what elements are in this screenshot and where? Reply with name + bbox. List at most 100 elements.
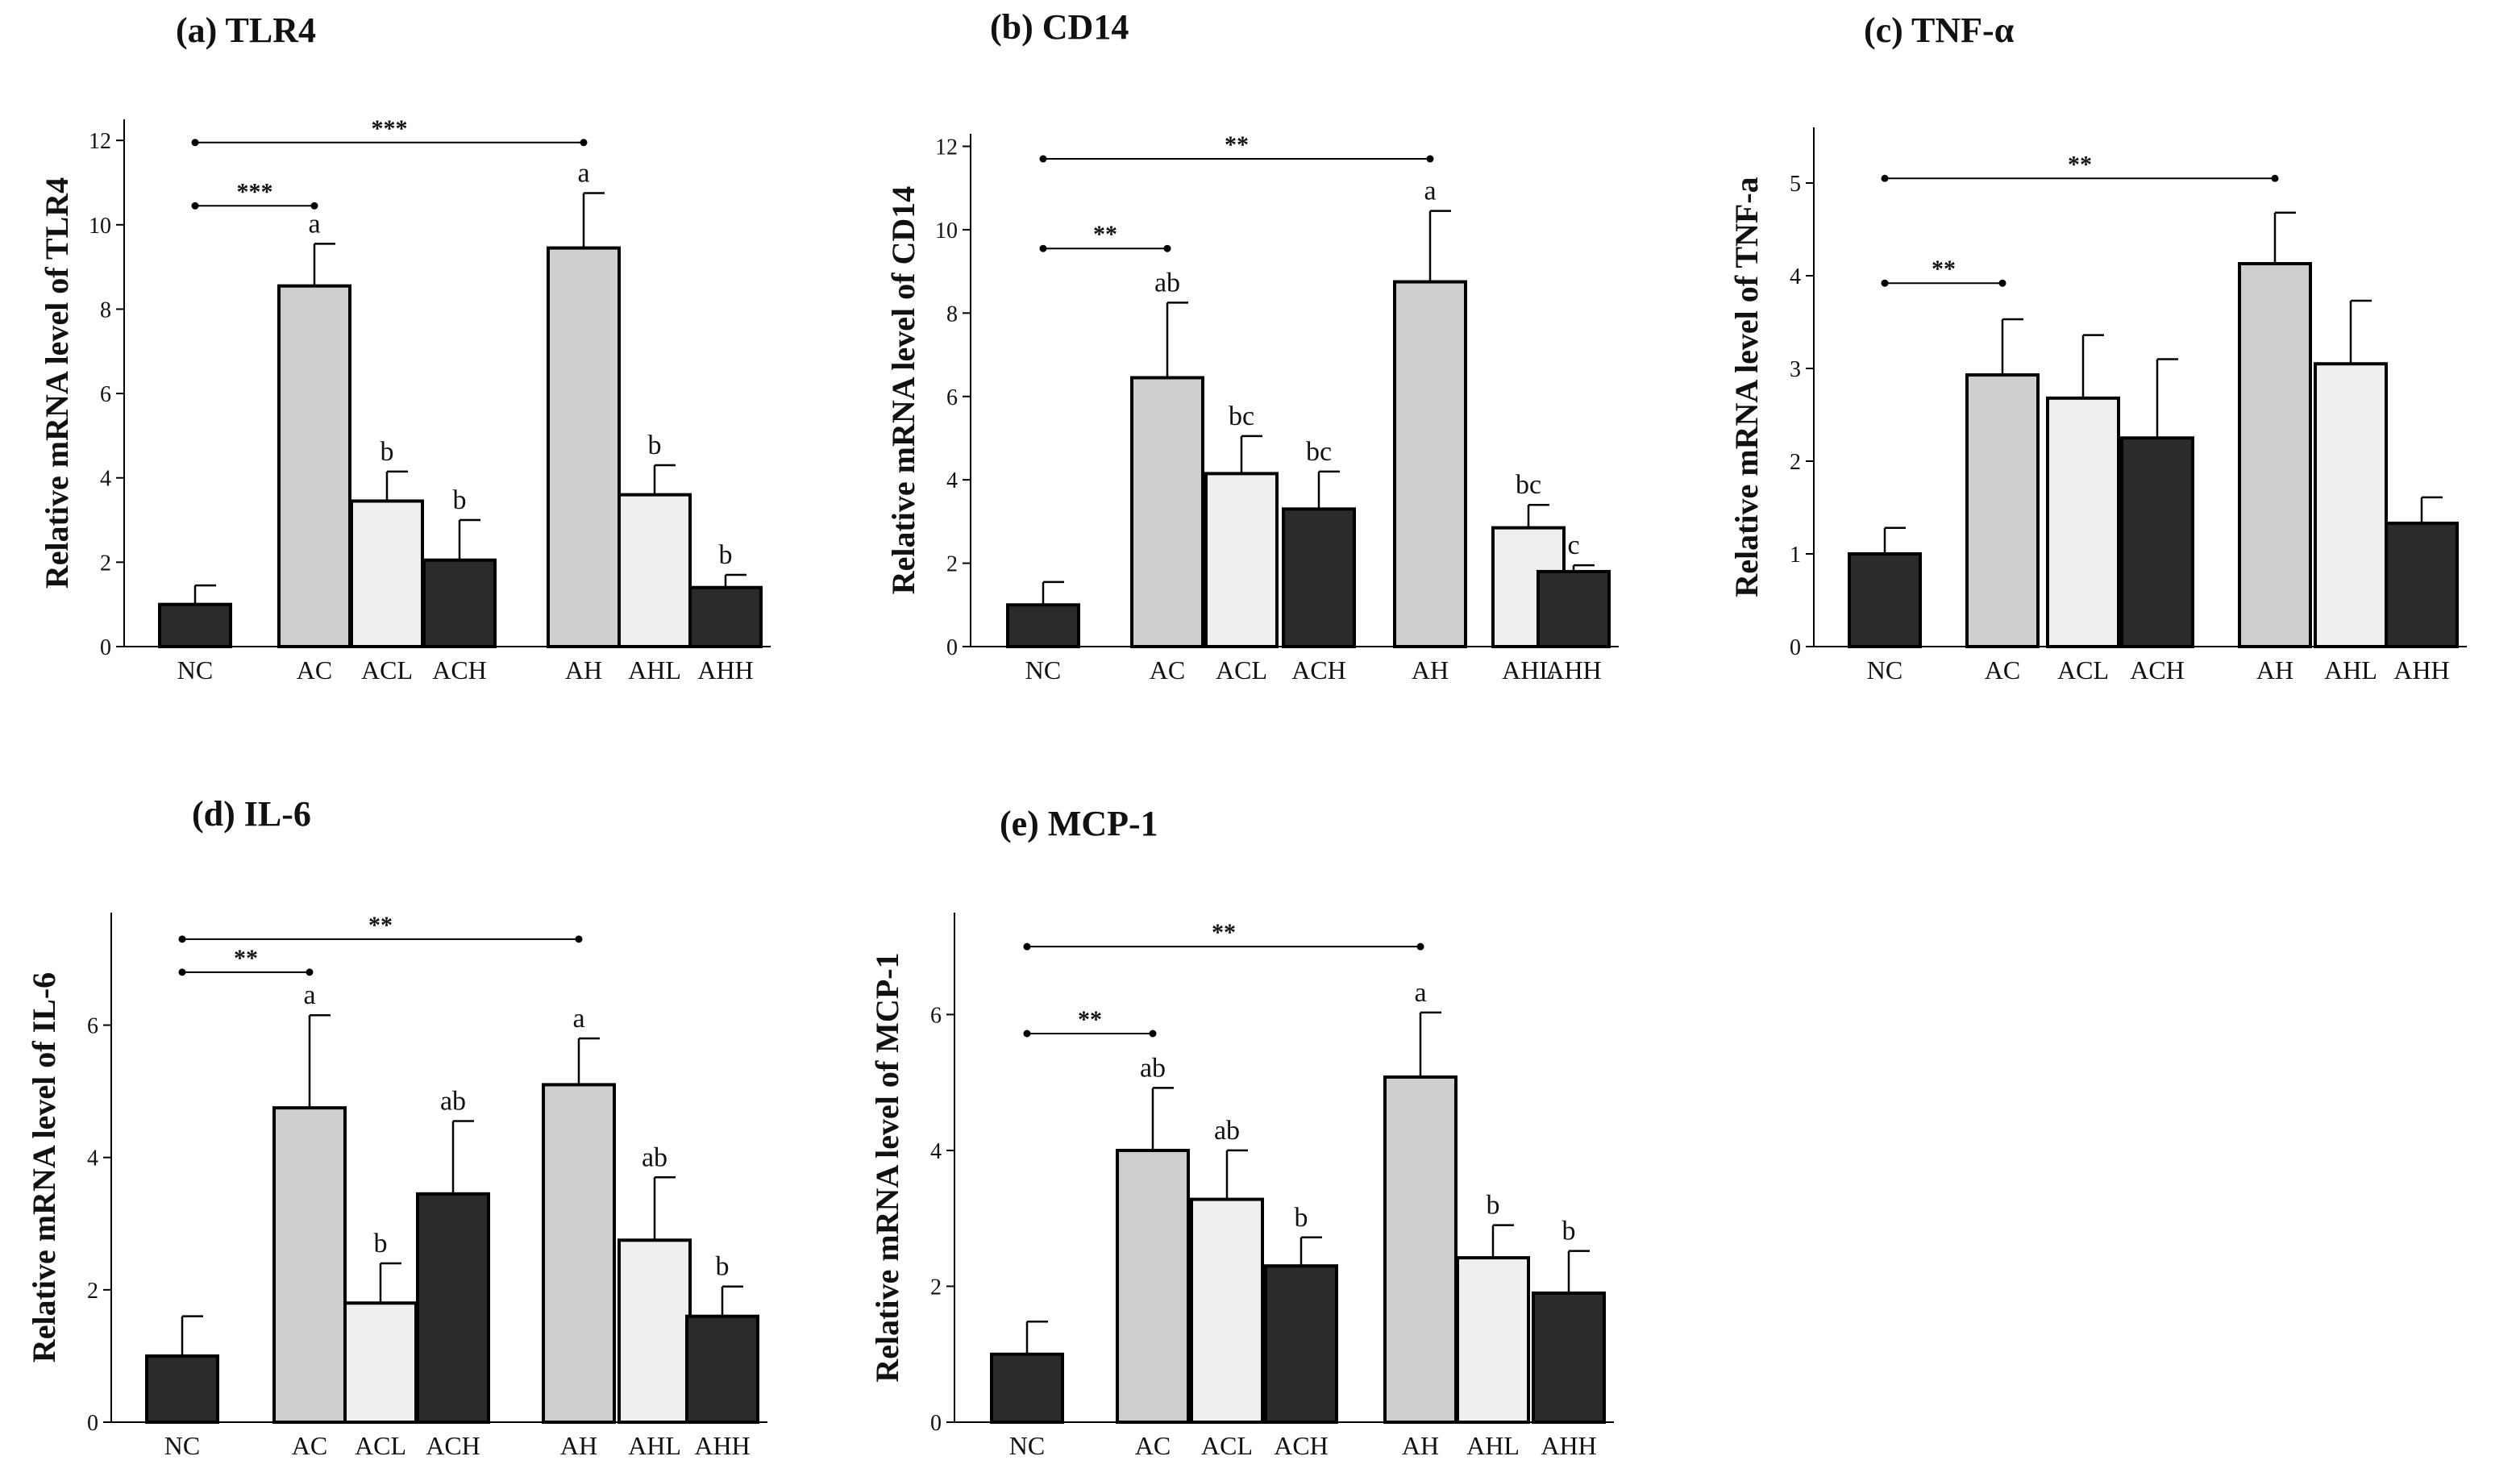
bar-ahl <box>618 1238 692 1425</box>
significance-letter: b <box>716 1252 730 1282</box>
y-tick-label: 10 <box>935 218 958 243</box>
y-tick-label: 6 <box>100 382 111 407</box>
significance-dot <box>1023 1030 1031 1038</box>
panel-a-title: (a) TLR4 <box>176 10 316 50</box>
significance-letter: b <box>1295 1203 1308 1233</box>
y-tick-label: 8 <box>100 297 111 322</box>
significance-letter: bc <box>1516 470 1541 500</box>
y-tick-label: 1 <box>1790 543 1801 568</box>
significance-dot <box>191 139 199 147</box>
category-label: AHH <box>1545 655 1601 684</box>
category-label: NC <box>1867 655 1902 684</box>
y-tick-label: 4 <box>87 1146 98 1171</box>
bar-acl <box>1190 1197 1264 1424</box>
y-tick-label: 4 <box>946 468 958 493</box>
significance-letter: b <box>374 1229 388 1259</box>
category-label: AC <box>1150 655 1185 684</box>
significance-stars: ** <box>1932 256 1956 282</box>
panel-b-title: (b) CD14 <box>990 7 1129 47</box>
y-tick-label: 6 <box>930 1003 942 1028</box>
y-tick-label: 2 <box>930 1275 942 1300</box>
bar-ac <box>272 1106 347 1424</box>
bar-ahh <box>1532 1291 1606 1424</box>
category-label: AHL <box>628 1431 681 1460</box>
category-label: NC <box>1025 655 1061 684</box>
bar-nc <box>990 1352 1064 1424</box>
y-tick-label: 0 <box>946 635 958 660</box>
category-label: ACL <box>1216 655 1267 684</box>
significance-stars: ** <box>1093 221 1117 248</box>
significance-dot <box>191 202 199 210</box>
significance-letter: ab <box>1154 268 1180 297</box>
significance-letter: ab <box>642 1142 667 1172</box>
y-tick-label: 10 <box>89 214 111 239</box>
bar-ah <box>1383 1075 1458 1424</box>
significance-dot <box>306 968 314 976</box>
bar-acl <box>2046 396 2120 648</box>
chart-c-tnf: 0 1 2 3 4 5 Relative mRNA level of TNF-a NC AC AC… <box>1728 127 2467 684</box>
significance-dot <box>1149 1030 1157 1038</box>
significance-letter: b <box>648 431 662 460</box>
significance-dot <box>1881 174 1889 182</box>
category-label: AHH <box>2393 655 2449 684</box>
significance-stars: ** <box>234 945 258 971</box>
significance-dot <box>178 968 186 976</box>
y-tick-label: 0 <box>1790 635 1801 660</box>
y-tick-label: 2 <box>100 551 111 576</box>
category-label: AHL <box>1502 655 1555 684</box>
significance-letter: a <box>303 980 315 1010</box>
panel-e-title: (e) MCP-1 <box>1000 804 1158 843</box>
significance-letter: a <box>1424 177 1436 206</box>
significance-letter: a <box>572 1004 584 1034</box>
bar-ac <box>1116 1148 1190 1425</box>
y-tick-label: 0 <box>100 635 111 660</box>
category-label: ACH <box>426 1431 480 1460</box>
y-axis-label: Relative mRNA level of IL-6 <box>26 972 62 1363</box>
y-tick-label: 2 <box>946 552 958 577</box>
significance-dot <box>580 139 588 147</box>
y-tick-label: 4 <box>100 467 111 492</box>
significance-dot <box>1426 155 1434 163</box>
significance-dot <box>1163 244 1171 252</box>
y-tick-label: 12 <box>89 129 111 154</box>
bar-acl <box>343 1301 418 1425</box>
category-label: AHL <box>2324 655 2377 684</box>
bar-ahh <box>685 1314 759 1424</box>
y-tick-label: 4 <box>1790 264 1801 289</box>
significance-letter: b <box>1562 1217 1576 1246</box>
y-tick-label: 4 <box>930 1139 942 1164</box>
significance-letter: ab <box>1214 1116 1240 1146</box>
significance-letter: b <box>719 540 733 570</box>
bar-ah <box>542 1083 616 1424</box>
chart-a-tlr4: 0 2 4 6 8 10 12 Relative mRNA level of TLR4 NC AC… <box>39 115 771 684</box>
y-tick-label: 2 <box>1790 450 1801 475</box>
y-axis-label: Relative mRNA level of TLR4 <box>39 177 75 589</box>
category-label: AC <box>297 655 332 684</box>
y-tick-label: 6 <box>87 1014 98 1039</box>
y-tick-label: 6 <box>946 385 958 410</box>
category-label: ACL <box>2057 655 2109 684</box>
category-label: AC <box>292 1431 327 1460</box>
category-label: AHL <box>628 655 681 684</box>
chart-b-cd14: 0 2 4 6 8 10 12 Relative mRNA level of CD14 NC AC… <box>885 131 1619 684</box>
category-label: ACH <box>2130 655 2185 684</box>
significance-dot <box>1023 942 1031 951</box>
category-label: ACH <box>1291 655 1346 684</box>
bar-nc <box>1848 552 1922 648</box>
category-label: AH <box>560 1431 597 1460</box>
category-label: AHH <box>694 1431 750 1460</box>
bar-ah <box>2238 262 2312 648</box>
category-label: AHH <box>697 655 753 684</box>
bar-ahl <box>1456 1256 1530 1425</box>
significance-stars: *** <box>372 115 408 142</box>
significance-letter: ab <box>1140 1053 1166 1083</box>
significance-stars: *** <box>237 178 273 205</box>
category-label: ACH <box>1274 1431 1329 1460</box>
bar-ach <box>2120 436 2194 648</box>
bar-acl <box>350 499 424 648</box>
significance-stars: ** <box>368 912 393 938</box>
category-label: ACL <box>1201 1431 1253 1460</box>
y-tick-label: 2 <box>87 1279 98 1304</box>
bar-ahl <box>2314 362 2388 648</box>
